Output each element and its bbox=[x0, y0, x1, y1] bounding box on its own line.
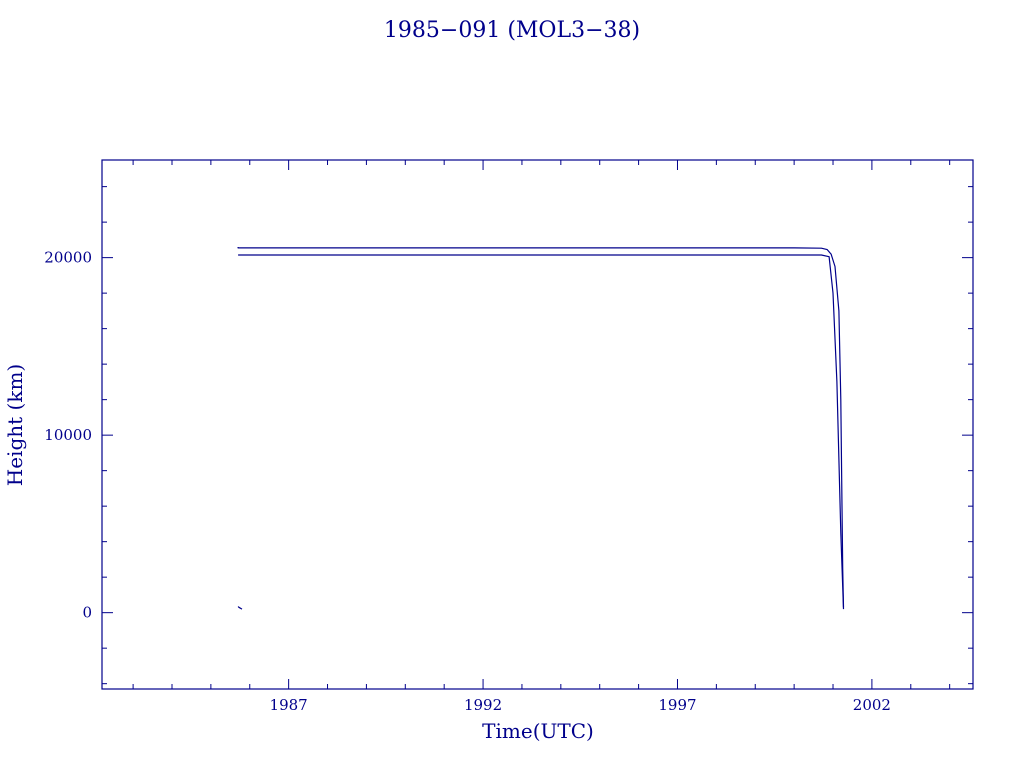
y-tick-labels: 0 10000 20000 bbox=[44, 249, 92, 622]
series-line-perigee bbox=[238, 254, 845, 610]
x-axis-label: Time(UTC) bbox=[482, 719, 594, 743]
y-axis-label: Height (km) bbox=[3, 364, 27, 486]
y-tick-label: 10000 bbox=[44, 426, 92, 444]
series-line-apogee bbox=[237, 247, 845, 608]
y-tick-label: 20000 bbox=[44, 249, 92, 267]
series-line-early-fragment bbox=[237, 606, 243, 610]
x-tick-label: 1997 bbox=[658, 696, 696, 714]
x-tick-label: 1992 bbox=[464, 696, 502, 714]
y-tick-label: 0 bbox=[82, 604, 92, 622]
series-group bbox=[237, 247, 845, 610]
x-tick-label: 1987 bbox=[270, 696, 308, 714]
chart-title: 1985−091 (MOL3−38) bbox=[384, 18, 640, 43]
x-tick-label: 2002 bbox=[853, 696, 891, 714]
plot-frame bbox=[101, 159, 974, 690]
axis-ticks bbox=[102, 160, 973, 689]
x-tick-labels: 1987 1992 1997 2002 bbox=[270, 696, 891, 714]
